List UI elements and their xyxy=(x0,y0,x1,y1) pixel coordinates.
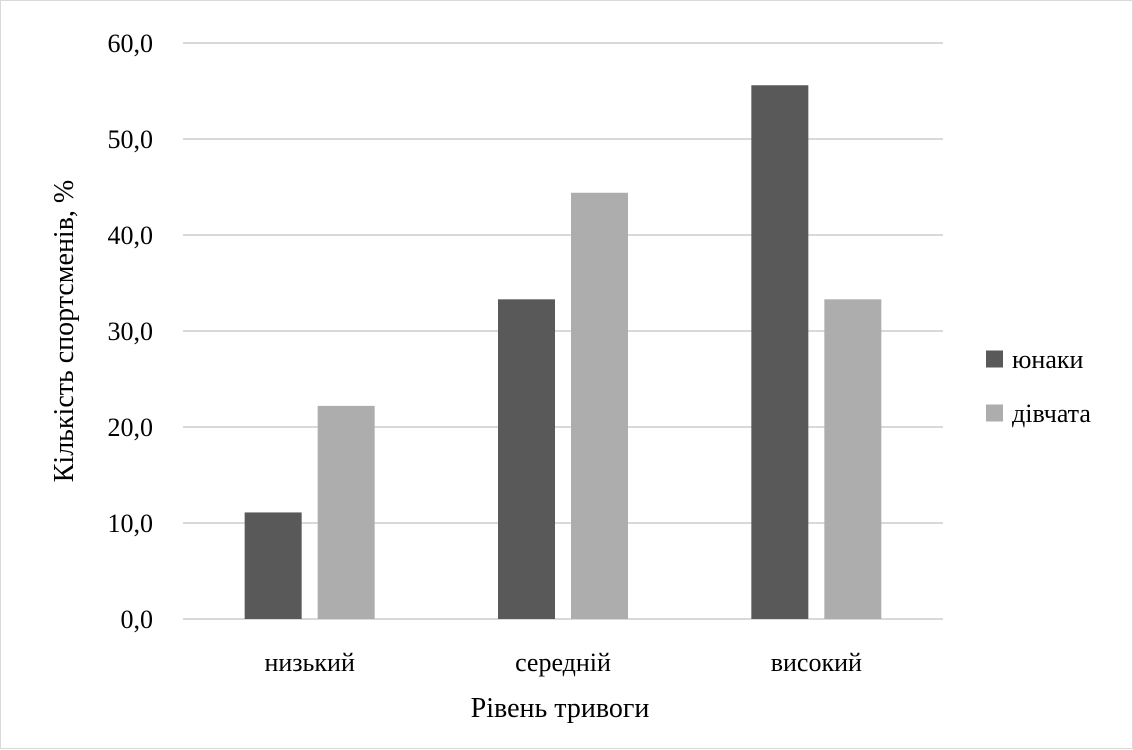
legend: юнаки дівчата xyxy=(986,345,1091,428)
x-category-label: низький xyxy=(264,648,355,677)
x-category-label: середній xyxy=(515,648,611,677)
bar-дівчата-середній xyxy=(571,192,628,619)
x-category-labels: низький середній високий xyxy=(264,648,862,677)
y-tick-label: 50,0 xyxy=(108,125,154,154)
legend-swatch xyxy=(986,350,1003,368)
y-tick-label: 60,0 xyxy=(108,29,154,58)
y-tick-label: 10,0 xyxy=(108,509,154,538)
gridlines xyxy=(183,42,943,620)
bar-юнаки-середній xyxy=(498,299,555,619)
legend-swatch xyxy=(986,404,1003,422)
y-tick-labels: 0,0 10,0 20,0 30,0 40,0 50,0 60,0 xyxy=(108,29,154,634)
y-tick-label: 30,0 xyxy=(108,317,154,346)
legend-label: дівчата xyxy=(1012,399,1091,428)
bar-дівчата-низький xyxy=(317,405,375,619)
bar-дівчата-високий xyxy=(824,299,882,619)
bars xyxy=(244,85,882,620)
legend-label: юнаки xyxy=(1012,345,1084,374)
y-tick-label: 0,0 xyxy=(121,605,154,634)
y-tick-label: 40,0 xyxy=(108,221,154,250)
x-category-label: високий xyxy=(771,648,862,677)
bar-юнаки-високий xyxy=(751,85,809,620)
y-tick-label: 20,0 xyxy=(108,413,154,442)
bar-юнаки-низький xyxy=(244,512,302,619)
x-axis-title: Рівень тривоги xyxy=(471,693,650,724)
y-axis-title: Кількість спортсменів, % xyxy=(49,180,80,483)
